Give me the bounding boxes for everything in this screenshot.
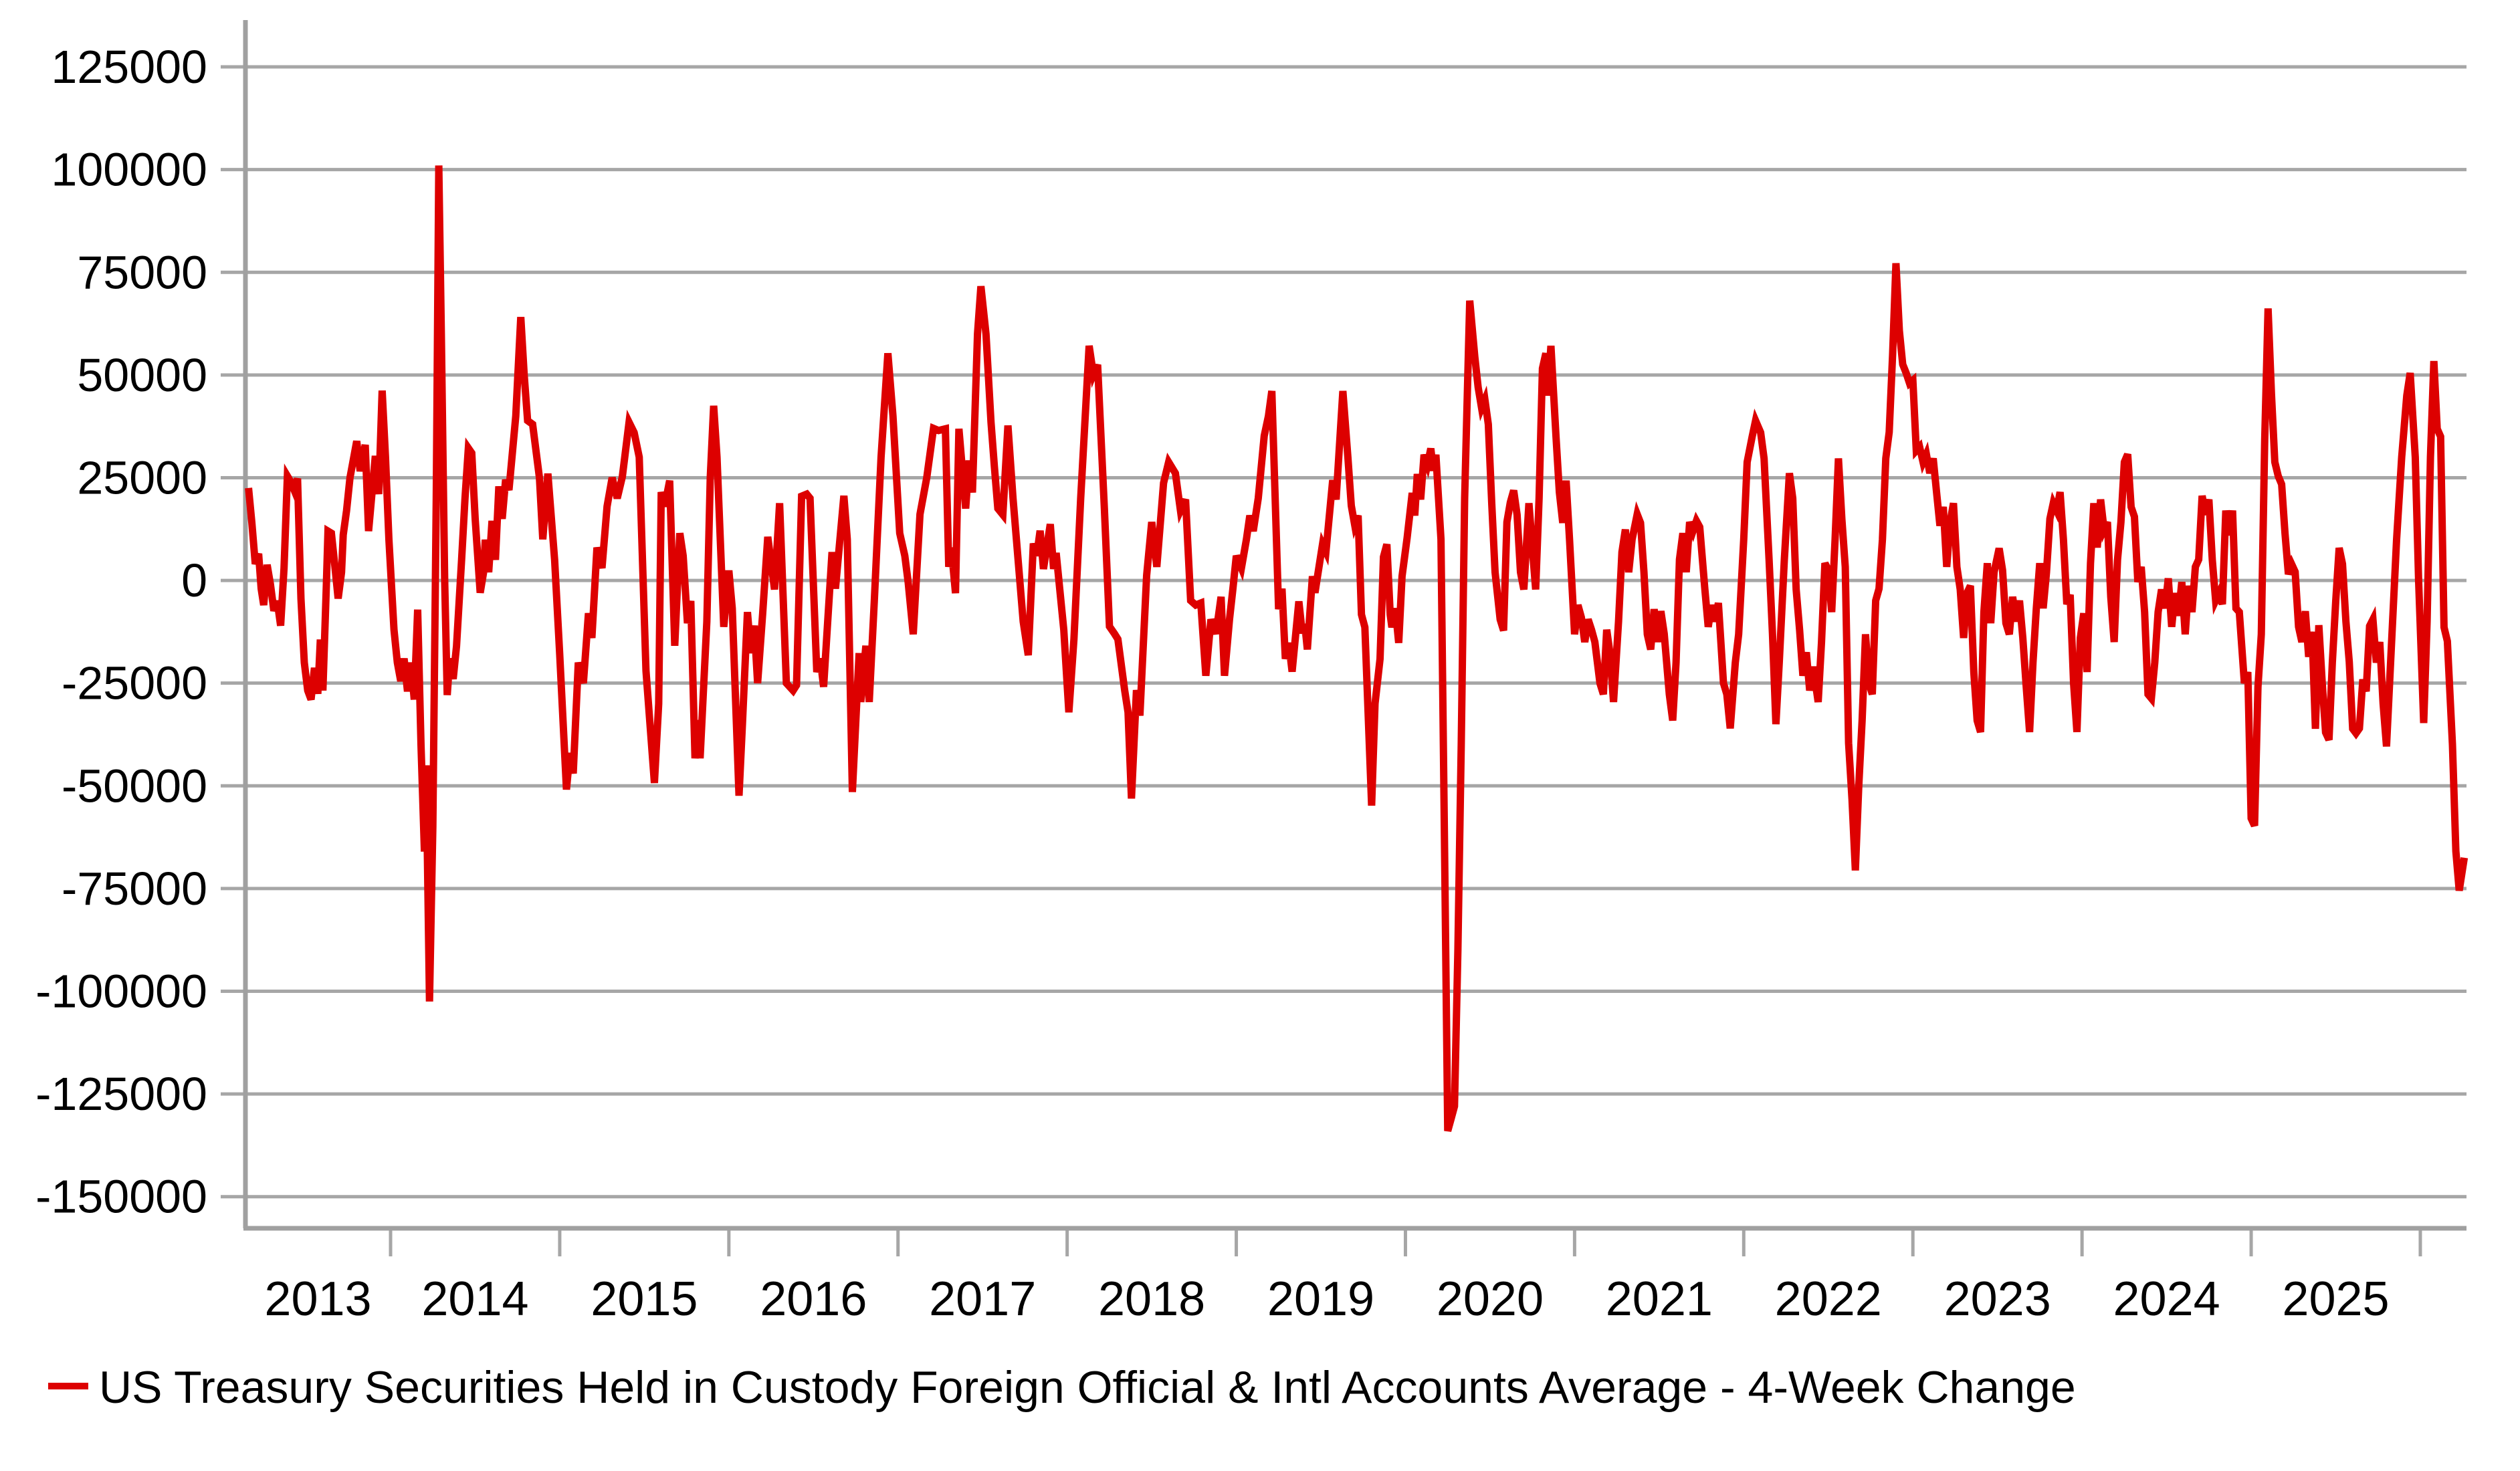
y-tick-label: -100000 bbox=[35, 965, 207, 1017]
x-tick-label: 2023 bbox=[1944, 1272, 2051, 1326]
x-tick-label: 2024 bbox=[2113, 1272, 2220, 1326]
y-tick-label: -50000 bbox=[62, 760, 207, 812]
y-tick-label: 125000 bbox=[51, 41, 207, 93]
legend: US Treasury Securities Held in Custody F… bbox=[48, 1362, 2076, 1413]
x-tick-label: 2015 bbox=[591, 1272, 698, 1326]
y-tick-label: 100000 bbox=[51, 144, 207, 196]
y-tick-label: 25000 bbox=[77, 451, 207, 503]
x-tick-label: 2019 bbox=[1267, 1272, 1374, 1326]
x-tick-label: 2025 bbox=[2282, 1272, 2389, 1326]
axis-labels-layer: 125000 100000 75000 50000 25000 0 -25000 -50000… bbox=[35, 41, 2389, 1326]
x-tick-label: 2017 bbox=[929, 1272, 1036, 1326]
legend-label: US Treasury Securities Held in Custody F… bbox=[99, 1362, 2076, 1413]
x-tick-label: 2022 bbox=[1775, 1272, 1882, 1326]
x-tick-label: 2014 bbox=[421, 1272, 528, 1326]
axes-layer bbox=[221, 20, 2466, 1256]
x-tick-label: 2018 bbox=[1098, 1272, 1205, 1326]
series-layer bbox=[245, 165, 2469, 1132]
gridlines-layer bbox=[245, 65, 2466, 1199]
x-tick-label: 2021 bbox=[1606, 1272, 1713, 1326]
y-tick-label: -75000 bbox=[62, 863, 207, 915]
x-tick-label: 2013 bbox=[264, 1272, 371, 1326]
y-tick-label: 50000 bbox=[77, 349, 207, 401]
y-tick-label: -25000 bbox=[62, 657, 207, 709]
y-tick-label: -150000 bbox=[35, 1171, 207, 1223]
y-tick-label: 75000 bbox=[77, 246, 207, 298]
x-tick-label: 2020 bbox=[1437, 1272, 1544, 1326]
y-tick-label: 0 bbox=[181, 554, 207, 606]
y-tick-label: -125000 bbox=[35, 1068, 207, 1120]
x-tick-label: 2016 bbox=[760, 1272, 867, 1326]
series-line bbox=[245, 165, 2469, 1132]
